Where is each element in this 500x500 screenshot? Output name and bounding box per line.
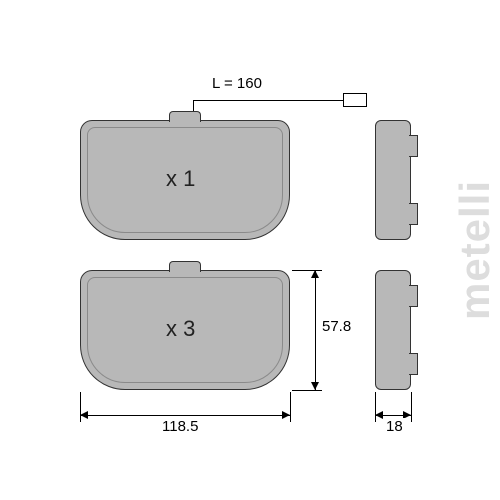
arrow-icon xyxy=(311,382,319,390)
dim-height-line xyxy=(315,270,316,390)
qty-top: x 1 xyxy=(166,166,195,192)
dim-width-label: 118.5 xyxy=(160,418,200,435)
arrow-icon xyxy=(311,270,319,278)
ext-line xyxy=(290,392,291,422)
sensor-connector xyxy=(343,93,367,107)
qty-bottom: x 3 xyxy=(166,316,195,342)
ext-line xyxy=(411,392,412,422)
sensor-wire xyxy=(193,100,343,101)
brake-pad-top: x 1 xyxy=(80,120,290,240)
brake-pad-side-top xyxy=(375,120,411,240)
diagram-canvas: L = 160 x 1 x 3 118.5 57.8 18 metelli xyxy=(0,0,500,500)
arrow-icon xyxy=(375,411,383,419)
brand-watermark: metelli xyxy=(451,180,499,320)
ext-line xyxy=(292,390,322,391)
arrow-icon xyxy=(282,411,290,419)
wire-length-label: L = 160 xyxy=(210,75,264,92)
dim-width-line xyxy=(80,415,290,416)
arrow-icon xyxy=(80,411,88,419)
dim-height-label: 57.8 xyxy=(320,318,353,335)
brake-pad-bottom: x 3 xyxy=(80,270,290,390)
dim-thickness-label: 18 xyxy=(384,418,405,435)
brake-pad-side-bottom xyxy=(375,270,411,390)
